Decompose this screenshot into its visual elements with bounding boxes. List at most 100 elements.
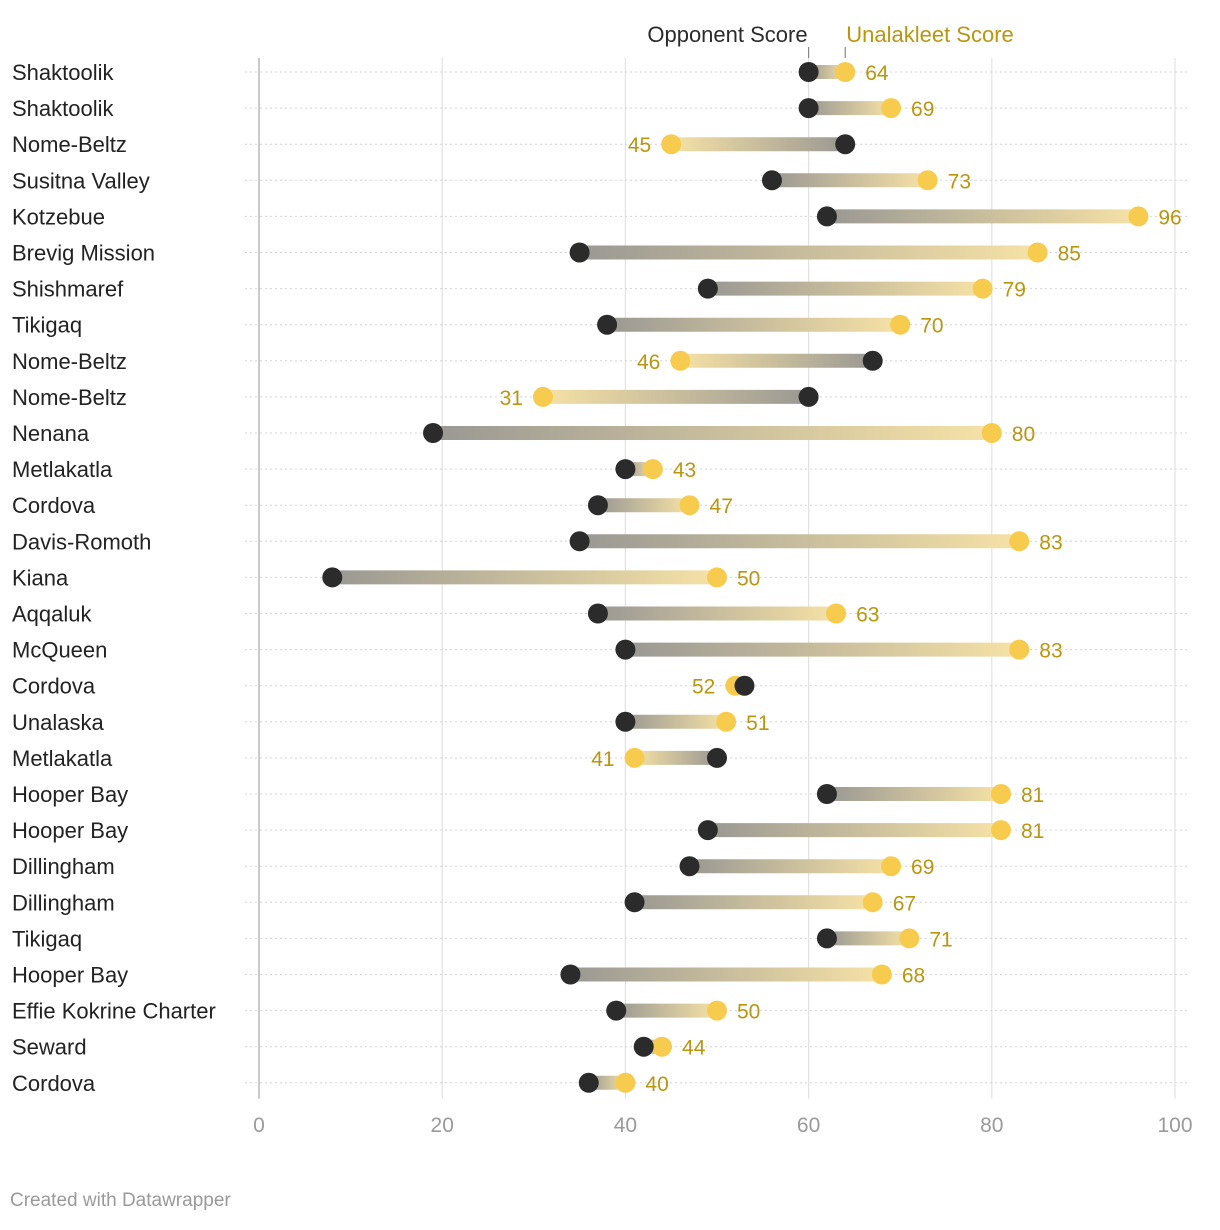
unalakleet-dot (972, 278, 993, 299)
row: Dillingham 69 (12, 854, 934, 879)
unalakleet-dot (917, 170, 938, 191)
unalakleet-dot (981, 423, 1002, 443)
opponent-dot (560, 964, 581, 985)
category-label: Unalaska (12, 710, 104, 735)
unalakleet-dot (1027, 242, 1048, 263)
row: Cordova 47 (12, 493, 733, 518)
row: Nome-Beltz 46 (12, 349, 883, 374)
opponent-dot (423, 423, 444, 443)
legend-unalakleet-label: Unalakleet Score (846, 22, 1014, 47)
rows-layer: Shaktoolik 64 Shaktoolik 69 Nome-Beltz 45 Susi… (12, 60, 1182, 1096)
unalakleet-dot (1128, 206, 1149, 227)
category-label: Kotzebue (12, 204, 105, 229)
unalakleet-dot (615, 1072, 636, 1093)
unalakleet-dot (652, 1036, 673, 1057)
category-label: Seward (12, 1035, 87, 1060)
category-label: Davis-Romoth (12, 529, 151, 554)
opponent-dot (569, 242, 590, 263)
row: Brevig Mission 85 (12, 241, 1081, 266)
opponent-dot (569, 531, 590, 552)
row: Susitna Valley 73 (12, 168, 971, 193)
unalakleet-value-label: 83 (1039, 640, 1062, 663)
row: Kotzebue 96 (12, 204, 1182, 229)
unalakleet-dot (826, 603, 847, 624)
row: Unalaska 51 (12, 710, 770, 735)
opponent-dot (606, 1000, 627, 1021)
category-label: Hooper Bay (12, 782, 128, 807)
opponent-dot (798, 386, 819, 407)
opponent-dot (835, 134, 856, 155)
unalakleet-dot (642, 459, 663, 480)
unalakleet-dot (661, 134, 682, 155)
row: Seward 44 (12, 1035, 706, 1060)
unalakleet-value-label: 67 (893, 892, 916, 915)
x-axis: 0 20 40 60 80 100 (253, 1114, 1192, 1137)
opponent-dot (597, 314, 618, 335)
row: McQueen 83 (12, 638, 1063, 663)
x-tick-label: 20 (431, 1114, 454, 1137)
row: Nome-Beltz 45 (12, 132, 856, 157)
row: Davis-Romoth 83 (12, 529, 1063, 554)
row: Hooper Bay 81 (12, 818, 1044, 843)
unalakleet-dot (881, 98, 902, 119)
category-label: Cordova (12, 674, 96, 699)
row: Dillingham 67 (12, 890, 916, 915)
row: Shishmaref 79 (12, 277, 1026, 302)
unalakleet-value-label: 50 (737, 1001, 760, 1024)
legend: Opponent Score Unalakleet Score (647, 22, 1014, 58)
unalakleet-dot (707, 567, 727, 588)
row: Effie Kokrine Charter 50 (12, 999, 760, 1024)
opponent-dot (679, 856, 700, 877)
unalakleet-dot (899, 928, 920, 949)
x-tick-label: 60 (797, 1114, 820, 1137)
category-label: Kiana (12, 565, 69, 590)
unalakleet-value-label: 81 (1021, 820, 1044, 843)
unalakleet-value-label: 44 (682, 1037, 706, 1060)
unalakleet-value-label: 50 (737, 567, 760, 590)
unalakleet-dot (707, 1000, 727, 1021)
category-label: Shaktoolik (12, 60, 115, 85)
opponent-dot (734, 675, 755, 696)
unalakleet-value-label: 85 (1058, 243, 1081, 266)
unalakleet-value-label: 96 (1158, 206, 1181, 229)
category-label: Nome-Beltz (12, 349, 127, 374)
x-tick-label: 100 (1157, 1114, 1192, 1137)
unalakleet-value-label: 52 (692, 676, 715, 699)
category-label: Metlakatla (12, 457, 113, 482)
row: Metlakatla 41 (12, 746, 727, 771)
opponent-dot (322, 567, 343, 588)
opponent-dot (624, 892, 645, 913)
x-tick-label: 0 (253, 1114, 265, 1137)
row: Cordova 52 (12, 674, 755, 699)
unalakleet-value-label: 68 (902, 965, 925, 988)
opponent-dot (697, 820, 718, 841)
category-label: Metlakatla (12, 746, 113, 771)
unalakleet-value-label: 73 (948, 170, 971, 193)
opponent-dot (587, 603, 608, 624)
opponent-dot (587, 495, 608, 516)
category-label: Cordova (12, 493, 96, 518)
unalakleet-value-label: 40 (645, 1073, 668, 1096)
row: Hooper Bay 81 (12, 782, 1044, 807)
row: Tikigaq 70 (12, 313, 944, 338)
unalakleet-value-label: 69 (911, 856, 934, 879)
category-label: Nome-Beltz (12, 385, 127, 410)
unalakleet-value-label: 63 (856, 604, 879, 627)
category-label: Aqqaluk (12, 602, 93, 627)
unalakleet-dot (881, 856, 902, 877)
unalakleet-value-label: 51 (746, 712, 769, 735)
row: Aqqaluk 63 (12, 602, 879, 627)
unalakleet-value-label: 81 (1021, 784, 1044, 807)
row: Shaktoolik 64 (12, 60, 889, 85)
unalakleet-value-label: 31 (500, 387, 523, 410)
row: Nome-Beltz 31 (12, 385, 819, 410)
opponent-dot (633, 1036, 654, 1057)
unalakleet-value-label: 70 (920, 315, 943, 338)
category-label: Shishmaref (12, 277, 124, 302)
unalakleet-dot (670, 350, 691, 371)
opponent-dot (761, 170, 782, 191)
category-label: Effie Kokrine Charter (12, 999, 216, 1024)
unalakleet-dot (835, 62, 856, 82)
opponent-dot (697, 278, 718, 299)
unalakleet-value-label: 79 (1003, 279, 1026, 302)
